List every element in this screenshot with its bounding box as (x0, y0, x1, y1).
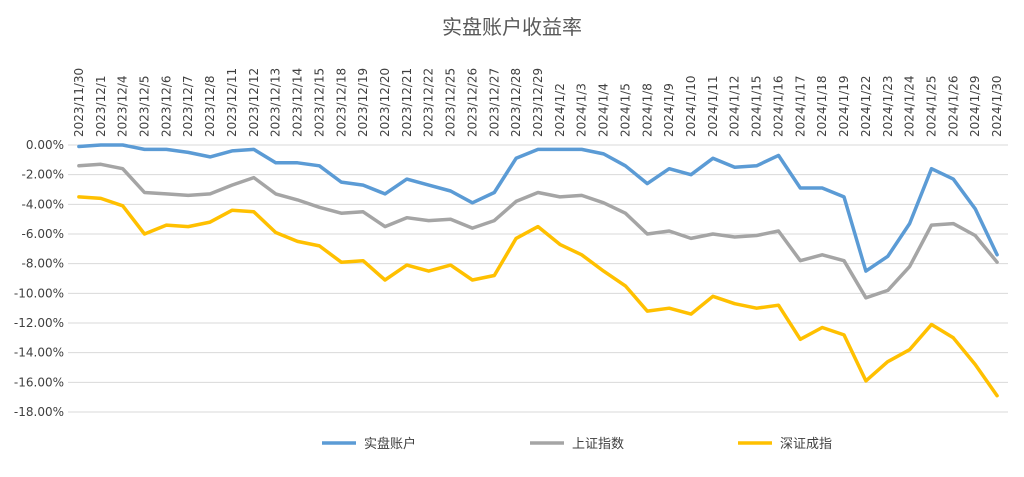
y-tick-label: -18.00% (14, 405, 64, 419)
x-tick-label: 2023/12/12 (247, 68, 261, 137)
x-tick-label: 2024/1/12 (728, 75, 742, 137)
y-tick-label: 0.00% (26, 138, 64, 152)
y-tick-label: -16.00% (14, 375, 64, 389)
x-tick-label: 2023/12/8 (203, 75, 217, 137)
series-layer (77, 143, 999, 398)
y-tick-label: -2.00% (22, 168, 64, 182)
x-tick-label: 2023/12/15 (312, 68, 326, 137)
x-tick-label: 2023/12/21 (400, 68, 414, 137)
x-tick-label: 2024/1/24 (903, 75, 917, 137)
x-tick-label: 2023/12/22 (422, 68, 436, 137)
x-tick-label: 2023/11/30 (72, 68, 86, 137)
grid-layer (68, 144, 1008, 413)
legend: 实盘账户 上证指数 深证成指 (322, 436, 832, 452)
y-tick-label: -8.00% (22, 257, 64, 271)
x-tick-label: 2023/12/27 (487, 68, 501, 137)
y-tick-label: -12.00% (14, 316, 64, 330)
x-tick-label: 2024/1/11 (706, 75, 720, 137)
x-tick-label: 2023/12/4 (116, 75, 130, 137)
chart-title: 实盘账户收益率 (442, 15, 582, 39)
x-tick-label: 2024/1/22 (859, 75, 873, 137)
y-tick-labels: 0.00% -2.00% -4.00% -6.00% -8.00% -10.00% -12.… (14, 138, 64, 419)
legend-label: 实盘账户 (364, 436, 416, 452)
y-tick-label: -14.00% (14, 346, 64, 360)
x-tick-label: 2024/1/17 (793, 75, 807, 137)
x-tick-label: 2024/1/15 (750, 75, 764, 137)
x-tick-label: 2024/1/16 (771, 75, 785, 137)
x-tick-label: 2023/12/18 (334, 68, 348, 137)
legend-label: 上证指数 (572, 437, 624, 452)
x-tick-labels: 2023/11/30 2023/12/1 2023/12/4 2023/12/5 202… (72, 68, 1004, 137)
x-tick-label: 2024/1/26 (946, 75, 960, 137)
y-tick-label: -10.00% (14, 286, 64, 300)
series-line-实盘账户 (77, 143, 999, 273)
x-tick-label: 2023/12/28 (509, 68, 523, 137)
x-tick-label: 2023/12/14 (291, 68, 305, 137)
x-tick-label: 2024/1/2 (553, 83, 567, 137)
x-tick-label: 2023/12/13 (269, 68, 283, 137)
x-tick-label: 2024/1/30 (990, 75, 1004, 137)
y-tick-label: -6.00% (22, 227, 64, 241)
legend-label: 深证成指 (780, 437, 832, 452)
x-tick-label: 2024/1/10 (684, 75, 698, 137)
x-tick-label: 2023/12/25 (444, 68, 458, 137)
x-tick-label: 2023/12/29 (531, 68, 545, 137)
x-tick-label: 2024/1/18 (815, 75, 829, 137)
x-tick-label: 2023/12/11 (225, 68, 239, 137)
x-tick-label: 2024/1/4 (597, 83, 611, 137)
x-tick-label: 2023/12/19 (356, 68, 370, 137)
series-line-深证成指 (77, 195, 999, 398)
x-tick-label: 2023/12/6 (159, 75, 173, 137)
y-tick-label: -4.00% (22, 197, 64, 211)
x-tick-label: 2024/1/3 (575, 83, 589, 137)
series-line-上证指数 (77, 162, 999, 300)
x-tick-label: 2024/1/5 (618, 83, 632, 137)
x-tick-label: 2024/1/25 (924, 75, 938, 137)
x-tick-label: 2023/12/20 (378, 68, 392, 137)
x-tick-label: 2023/12/26 (465, 68, 479, 137)
x-tick-label: 2023/12/1 (94, 75, 108, 137)
x-tick-label: 2023/12/7 (181, 75, 195, 137)
x-tick-label: 2024/1/19 (837, 75, 851, 137)
x-tick-label: 2024/1/23 (881, 75, 895, 137)
x-tick-label: 2024/1/9 (662, 83, 676, 137)
x-tick-label: 2024/1/8 (640, 83, 654, 137)
x-tick-label: 2024/1/29 (968, 75, 982, 137)
x-tick-label: 2023/12/5 (138, 75, 152, 137)
